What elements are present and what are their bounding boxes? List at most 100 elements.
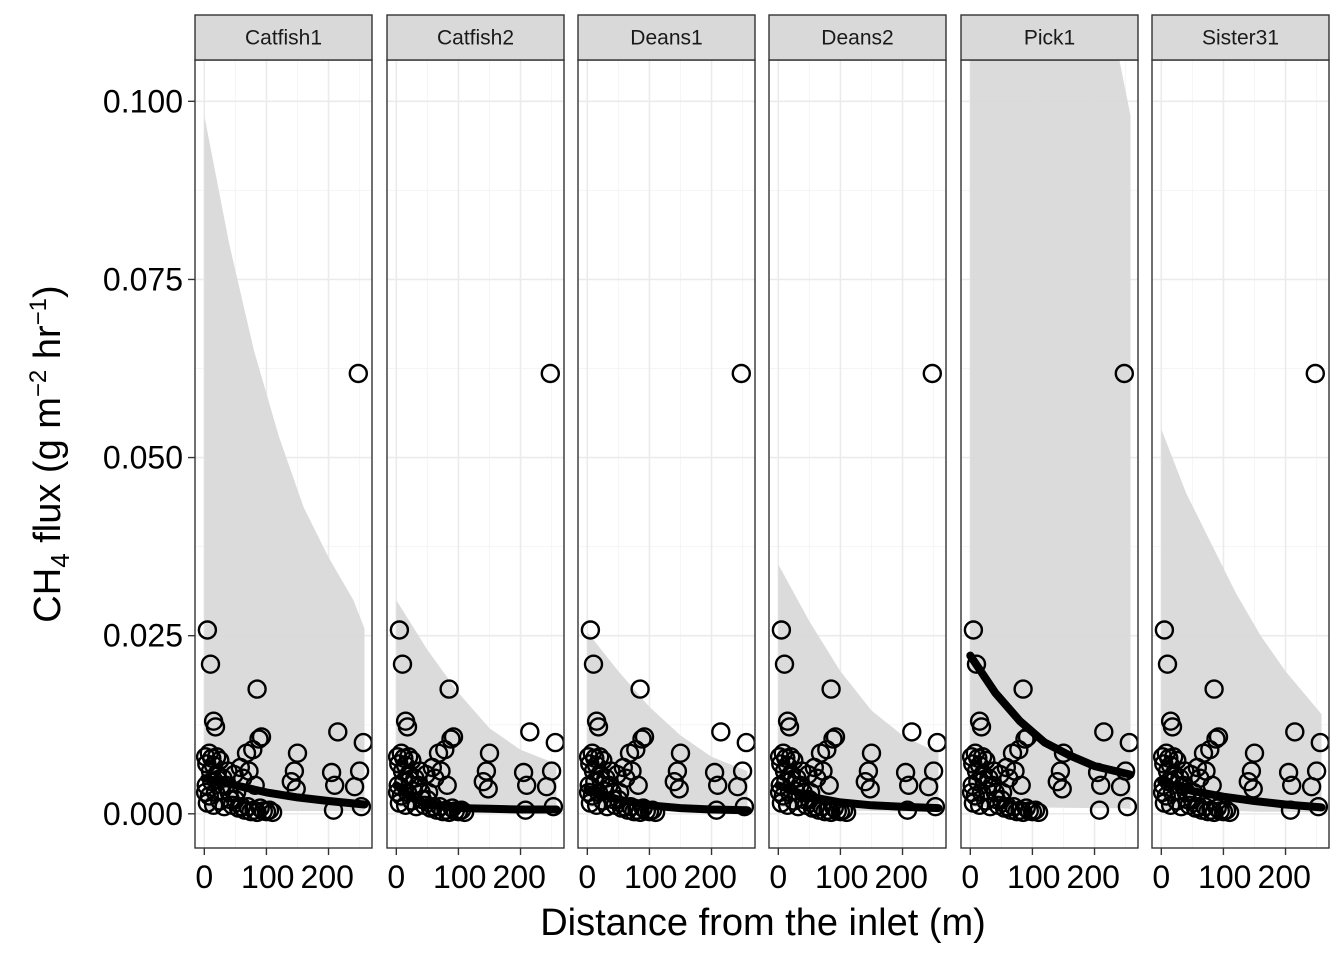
data-point [860, 779, 880, 799]
data-point [861, 743, 882, 763]
data-point [971, 717, 992, 737]
data-point [247, 679, 267, 699]
data-point [1009, 740, 1029, 760]
data-point [1117, 797, 1138, 817]
y-tick-label: 0.025 [103, 618, 183, 654]
data-point [704, 762, 725, 783]
data-point [833, 800, 854, 820]
x-axis: 0 100 200 0 100 200 0 100 200 0 100 200 0 100 200 0 100 2… [195, 848, 1311, 895]
data-point [517, 775, 537, 795]
data-point [1243, 779, 1263, 799]
y-tick-label: 0.100 [103, 83, 183, 119]
data-point [389, 620, 410, 640]
data-point [732, 761, 753, 781]
data-point [262, 802, 283, 823]
data-point [603, 789, 624, 810]
data-point [1206, 729, 1226, 749]
x-tick-label: 200 [493, 859, 546, 895]
x-tick-label: 100 [433, 859, 486, 895]
data-point [205, 717, 226, 737]
facet-panel-deans1: Deans1 [577, 14, 756, 849]
data-point [817, 740, 837, 760]
data-point [1308, 797, 1329, 817]
data-point [593, 791, 613, 811]
data-point [351, 797, 372, 817]
x-axis-title: Distance from the inlet (m) [540, 902, 986, 944]
y-axis: 0.000 0.025 0.050 0.075 0.100 [103, 83, 195, 832]
data-point [642, 800, 663, 820]
data-point [731, 363, 751, 384]
data-point [1011, 775, 1031, 795]
facet-strip-label: Pick1 [1024, 27, 1075, 50]
data-point [441, 729, 461, 749]
data-point [899, 775, 919, 795]
data-point [1087, 762, 1108, 783]
x-tick-label: 100 [1007, 859, 1060, 895]
data-point [437, 775, 457, 795]
fit-line-pick1 [966, 651, 1135, 779]
x-tick-label: 0 [387, 859, 405, 895]
data-point [734, 797, 755, 817]
data-point [451, 800, 472, 820]
x-tick-label: 0 [769, 859, 787, 895]
data-point [328, 722, 348, 742]
data-point [1013, 679, 1033, 699]
facet-strip-label: Deans1 [630, 27, 702, 50]
data-point [836, 802, 857, 823]
data-point [1306, 761, 1327, 781]
data-point [325, 775, 345, 795]
facet-strip [768, 14, 947, 61]
data-point [670, 743, 691, 763]
svg-text:CH4 flux (g m−2 hr−1): CH4 flux (g m−2 hr−1) [25, 285, 75, 622]
data-point [669, 779, 689, 799]
data-point [963, 620, 984, 640]
x-tick-label: 100 [815, 859, 868, 895]
facet-strip-label: Catfish2 [437, 27, 514, 50]
data-point [1202, 775, 1222, 795]
data-point [323, 800, 344, 820]
data-point [825, 727, 846, 747]
x-tick-label: 200 [875, 859, 928, 895]
data-point [1305, 363, 1326, 384]
facet-panel-catfish1: Catfish1 [194, 14, 373, 849]
data-point [1094, 722, 1114, 742]
data-point [251, 727, 272, 747]
data-point [392, 654, 413, 674]
data-point [583, 654, 604, 674]
y-axis-title-mid2: hr [27, 325, 69, 370]
data-point [1200, 740, 1220, 760]
data-point [197, 620, 218, 640]
data-point [515, 800, 536, 820]
data-point [286, 779, 306, 799]
data-point [1089, 800, 1110, 820]
data-point [412, 789, 433, 810]
y-axis-title-sub: 4 [45, 553, 75, 567]
data-point [1281, 775, 1302, 795]
x-tick-label: 100 [241, 859, 294, 895]
facet-strip [577, 14, 756, 61]
data-point [259, 800, 280, 820]
facet-strip [1151, 14, 1330, 61]
data-point [1216, 800, 1237, 820]
data-point [588, 717, 609, 737]
x-tick-label: 0 [578, 859, 596, 895]
data-point [1025, 800, 1046, 820]
data-point [923, 761, 944, 781]
facet-strip-label: Catfish1 [245, 27, 322, 50]
data-point [1278, 762, 1299, 783]
data-point [349, 761, 370, 781]
data-point [784, 791, 804, 811]
y-tick-label: 0.050 [103, 440, 183, 476]
x-tick-label: 0 [961, 859, 979, 895]
data-point [1177, 789, 1198, 810]
data-point [897, 800, 918, 820]
data-point [986, 789, 1007, 810]
data-point [210, 791, 230, 811]
data-point [902, 722, 922, 742]
data-point [478, 779, 498, 799]
data-point [220, 789, 241, 810]
data-point [1162, 717, 1183, 737]
data-point [245, 775, 265, 795]
facet-panel-sister31: Sister31 [1151, 14, 1330, 849]
data-point [540, 363, 560, 384]
